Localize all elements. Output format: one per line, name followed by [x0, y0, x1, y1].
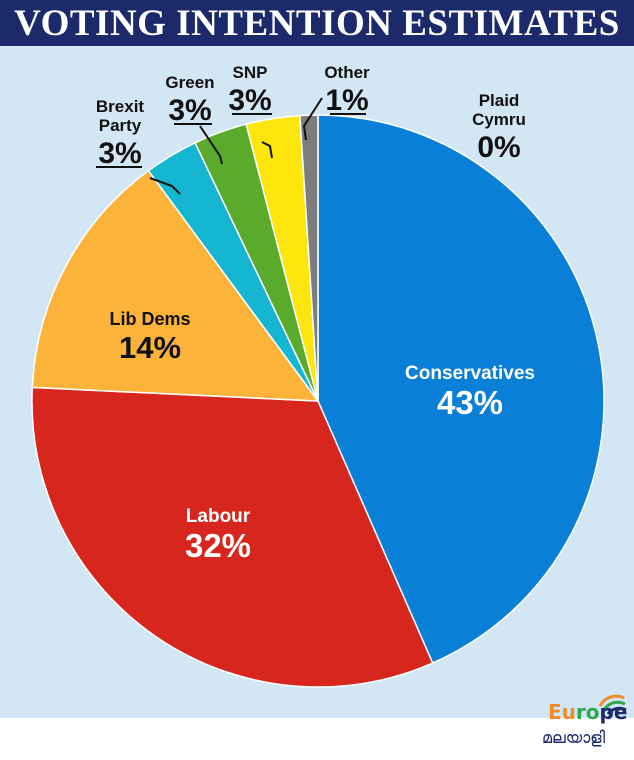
- leader-line: [199, 125, 223, 165]
- slice-value-label: 3%: [228, 84, 271, 117]
- logo-letter: E: [548, 700, 562, 724]
- europe-malayali-logo: Europe മലയാളി: [530, 684, 630, 760]
- slice-value-label: 3%: [168, 94, 211, 127]
- logo-letter: r: [575, 700, 586, 724]
- logo-letter: p: [599, 700, 614, 724]
- logo-letter: e: [613, 700, 628, 724]
- slice-name-label: Cymru: [472, 110, 526, 129]
- logo-word: Europe: [548, 700, 627, 724]
- slice-name-label: Other: [324, 63, 370, 82]
- title-bar: VOTING INTENTION ESTIMATES: [0, 0, 634, 46]
- leader-line: [149, 177, 181, 195]
- slice-name-label: Green: [165, 73, 214, 92]
- pie-slices: [31, 114, 605, 688]
- slice-name-label: Conservatives: [405, 363, 535, 384]
- logo-subtext: മലയാളി: [542, 728, 606, 747]
- slice-name-label: Plaid: [479, 91, 520, 110]
- logo-letter: u: [561, 700, 576, 724]
- pie-slice-conservatives: [317, 114, 605, 664]
- slice-name-label: Labour: [186, 506, 251, 527]
- slice-value-label: 43%: [437, 384, 503, 421]
- chart-title: VOTING INTENTION ESTIMATES: [14, 2, 620, 44]
- slice-value-label: 0%: [477, 131, 520, 164]
- leader-line: [261, 141, 273, 159]
- leader-lines: [96, 97, 366, 195]
- slice-name-label: SNP: [233, 63, 268, 82]
- slice-value-label: 1%: [325, 84, 368, 117]
- pie-slice-lib-dems: [31, 169, 320, 402]
- chart-panel: Conservatives 43% Labour 32% Lib Dems 14% Brex…: [0, 46, 634, 747]
- leader-line: [302, 97, 323, 141]
- slice-name-label: Lib Dems: [109, 309, 190, 329]
- slice-name-label: Party: [99, 116, 142, 135]
- pie-slice-labour: [31, 386, 434, 688]
- slice-value-label: 32%: [185, 527, 251, 564]
- slice-name-label: Brexit: [96, 97, 145, 116]
- logo-arc-icon: [598, 694, 627, 715]
- pie-slice-other: [299, 114, 319, 402]
- logo-letter: o: [585, 700, 600, 724]
- slice-value-label: 3%: [98, 137, 141, 170]
- slice-value-label: 14%: [119, 330, 181, 365]
